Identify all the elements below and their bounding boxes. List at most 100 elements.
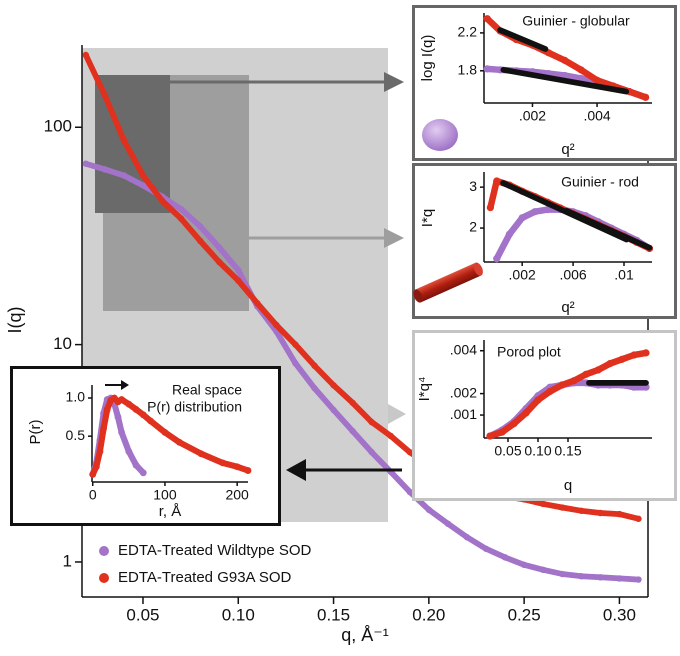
x-tick-label: 100 [153, 487, 177, 503]
data-point [103, 406, 111, 413]
data-point [244, 467, 252, 474]
data-point [493, 177, 501, 185]
y-tick-label: 2 [469, 219, 477, 235]
data-point [118, 428, 126, 436]
data-point [642, 349, 650, 357]
data-point [559, 504, 566, 511]
y-axis-label: I*q⁴ [416, 377, 433, 402]
data-point [196, 223, 204, 230]
rod-body [415, 262, 482, 303]
legend-label: EDTA-Treated G93A SOD [118, 569, 292, 586]
y-tick-label: .001 [450, 406, 477, 422]
data-point [196, 237, 204, 245]
data-point [486, 203, 494, 212]
data-point [561, 56, 569, 64]
arrows [170, 72, 406, 481]
x-tick-label: .002 [509, 267, 536, 283]
data-point [463, 534, 471, 541]
arrow-head [384, 72, 404, 92]
data-point [120, 172, 128, 179]
data-point [578, 507, 585, 514]
data-point [292, 360, 299, 367]
y-tick-label: 3 [469, 178, 477, 194]
data-point [139, 411, 147, 419]
data-point [158, 197, 166, 204]
data-point [82, 51, 90, 59]
data-point [96, 448, 104, 455]
y-axis-label: log I(q) [419, 35, 436, 82]
data-point [582, 370, 590, 378]
fit-line [500, 180, 630, 243]
data-point [139, 182, 147, 189]
data-point [546, 387, 554, 396]
x-axis-label: q² [561, 299, 574, 316]
data-point [235, 266, 242, 274]
data-point [597, 509, 604, 517]
data-point [100, 425, 107, 432]
data-point [578, 573, 585, 580]
arrow-head [286, 459, 306, 481]
inset-title: Real space [172, 382, 242, 398]
legend-label: EDTA-Treated Wildtype SOD [118, 542, 312, 559]
data-point [577, 74, 585, 82]
x-tick-label: 200 [225, 487, 249, 503]
x-tick-label: .004 [583, 108, 610, 124]
data-point [486, 432, 494, 440]
data-point [311, 362, 318, 369]
data-point [501, 554, 509, 561]
x-tick-label: 0 [89, 487, 97, 503]
data-point [235, 277, 242, 284]
fit-line [497, 27, 549, 52]
x-tick-label: .01 [614, 267, 634, 283]
data-point [387, 432, 394, 440]
data-point [483, 65, 491, 73]
data-point [177, 215, 185, 222]
data-point [505, 230, 514, 238]
rod-end [473, 262, 483, 276]
y-tick-label: 2.2 [458, 24, 478, 40]
data-point [330, 406, 337, 414]
data-point [561, 71, 569, 80]
data-point [539, 566, 547, 574]
data-point [425, 506, 433, 513]
arrow-head [121, 380, 129, 390]
data-point [593, 76, 601, 84]
data-point [132, 406, 140, 413]
data-point [482, 545, 490, 552]
data-point [616, 575, 623, 582]
data-point [147, 417, 154, 425]
x-tick-label: 0.10 [524, 443, 551, 459]
y-axis-label: P(r) [27, 420, 44, 445]
x-axis-label: q [564, 477, 572, 494]
data-point [82, 160, 90, 167]
data-point [518, 214, 526, 222]
x-axis-label: q, Å⁻¹ [341, 625, 389, 645]
data-point [597, 574, 604, 581]
data-point [522, 409, 530, 417]
data-point [616, 510, 623, 518]
inset-title: Porod plot [497, 344, 561, 360]
y-tick-label: 10 [53, 334, 72, 353]
data-point [483, 15, 491, 23]
data-point [606, 359, 614, 368]
x-tick-label: 0.20 [412, 605, 445, 624]
data-point [635, 576, 642, 583]
data-point [520, 561, 528, 569]
data-point [510, 420, 518, 428]
sphere-icon [422, 119, 458, 151]
data-point [125, 448, 133, 455]
data-point [254, 300, 261, 307]
series-trace [82, 160, 642, 583]
y-tick-label: 0.5 [66, 427, 86, 443]
x-axis-label: r, Å [159, 503, 182, 520]
y-tick-label: 1.8 [458, 61, 478, 77]
x-tick-label: .006 [559, 267, 586, 283]
data-point [594, 366, 602, 374]
data-point [139, 469, 147, 477]
x-tick-label: 0.10 [222, 605, 255, 624]
fit-line [500, 66, 630, 95]
y-axis-label: I*q [419, 209, 436, 227]
data-point [558, 381, 566, 389]
inset-title: P(r) distribution [147, 399, 242, 415]
